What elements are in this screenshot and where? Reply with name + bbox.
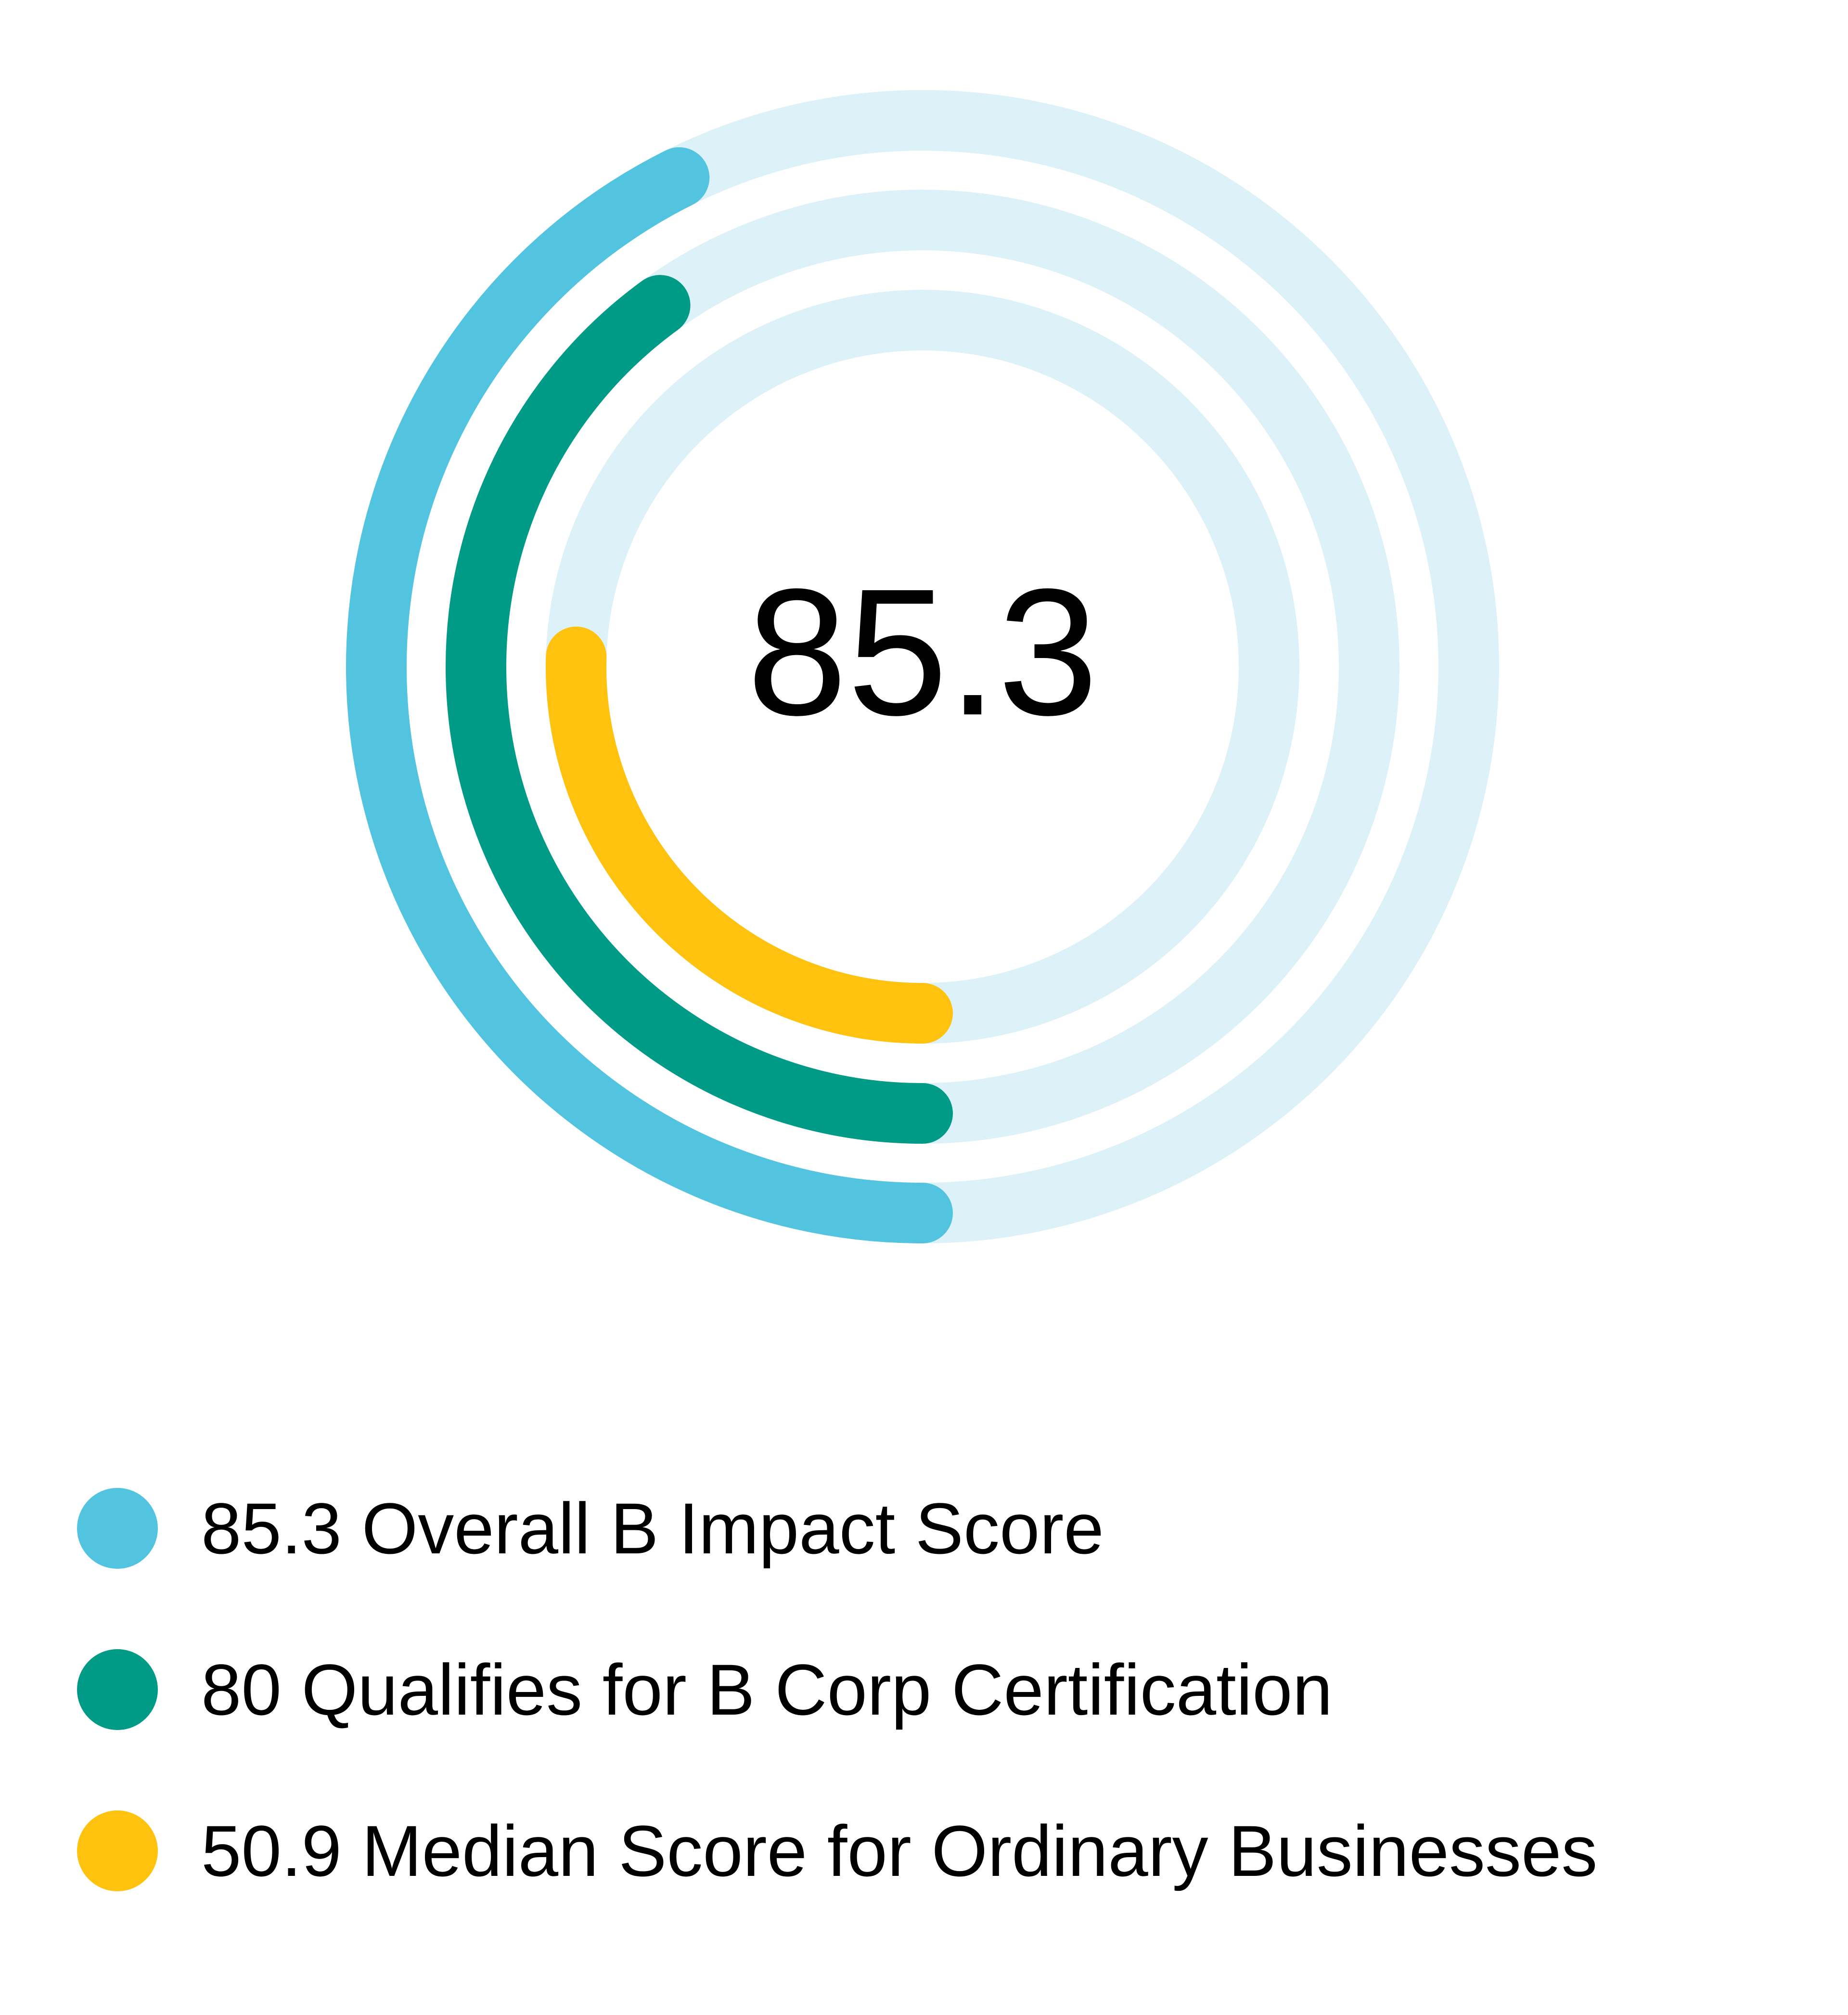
score-arc-median xyxy=(546,626,953,1044)
legend-label-median: 50.9 Median Score for Ordinary Businesse… xyxy=(201,1810,1598,1891)
score-arc-overall xyxy=(346,147,953,1243)
chart-legend: 85.3 Overall B Impact Score 80 Qualifies… xyxy=(77,1487,1810,1971)
radial-score-chart: 85.3 xyxy=(346,90,1499,1243)
center-score-value: 85.3 xyxy=(747,552,1098,753)
legend-label-qualifies: 80 Qualifies for B Corp Certification xyxy=(201,1649,1333,1730)
legend-label-overall: 85.3 Overall B Impact Score xyxy=(201,1488,1104,1569)
legend-swatch-qualifies xyxy=(77,1649,158,1730)
legend-item-overall: 85.3 Overall B Impact Score xyxy=(77,1487,1810,1569)
legend-item-qualifies: 80 Qualifies for B Corp Certification xyxy=(77,1649,1810,1731)
legend-swatch-overall xyxy=(77,1488,158,1569)
score-arc-qualifies xyxy=(446,275,953,1144)
legend-swatch-median xyxy=(77,1810,158,1891)
score-arcs xyxy=(346,147,953,1243)
legend-item-median: 50.9 Median Score for Ordinary Businesse… xyxy=(77,1810,1810,1892)
